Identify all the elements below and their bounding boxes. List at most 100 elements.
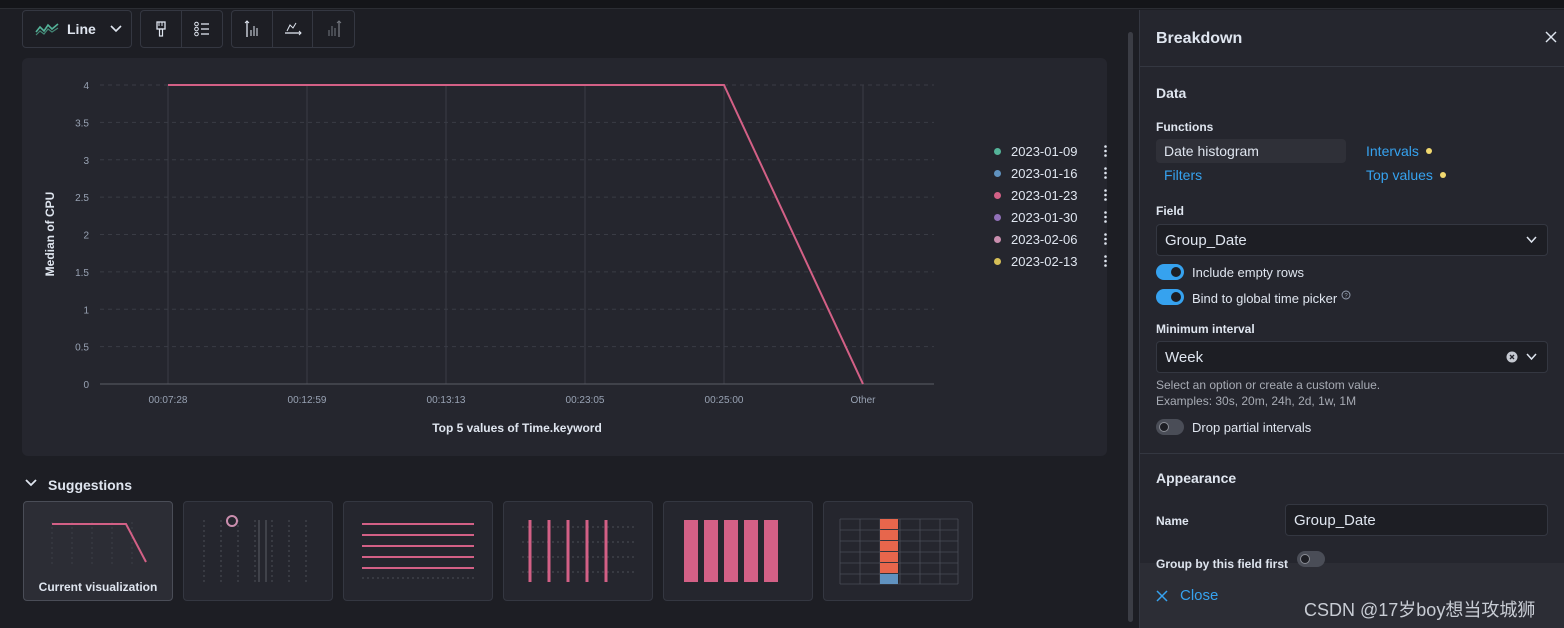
data-section-title: Data [1156, 85, 1187, 101]
legend-icon [193, 21, 209, 37]
y-tick-label: 3.5 [75, 118, 89, 129]
warning-dot-icon [1439, 172, 1446, 178]
x-tick-label: 00:23:05 [566, 395, 605, 406]
more-options-icon[interactable] [1104, 211, 1107, 223]
x-axis-title: Top 5 values of Time.keyword [432, 421, 602, 435]
legend-dot [994, 147, 1001, 155]
function-top-values[interactable]: Top values [1366, 167, 1446, 183]
toggle-knob [1171, 267, 1181, 277]
legend-item[interactable]: 2023-01-30 [992, 208, 1112, 226]
bind-global-time-text: Bind to global time picker [1192, 291, 1338, 306]
more-options-icon[interactable] [1104, 189, 1107, 201]
vertical-bar-thumbnail [522, 520, 634, 582]
bottom-axis-button[interactable] [273, 11, 314, 47]
y-tick-label: 3 [83, 156, 89, 167]
legend-button[interactable] [182, 11, 223, 47]
series-line [168, 84, 864, 385]
function-date-histogram[interactable]: Date histogram [1156, 139, 1346, 163]
line-chart: 0 0.5 1 1.5 2 2.5 3 3.5 4 00:07:28 00:12:59 00:13:1… [43, 81, 934, 435]
x-tick-label: 00:25:00 [705, 395, 744, 406]
left-axis-button[interactable] [232, 11, 273, 47]
more-options-icon[interactable] [1104, 145, 1107, 157]
scrollbar[interactable] [1128, 32, 1133, 622]
legend-item[interactable]: 2023-02-06 [992, 230, 1112, 248]
visual-options-button[interactable] [141, 11, 182, 47]
scatter-thumbnail [203, 515, 307, 582]
chart-type-label: Line [67, 21, 96, 37]
name-input[interactable]: Group_Date [1285, 504, 1548, 536]
min-interval-combobox[interactable]: Week [1156, 341, 1548, 373]
svg-text:?: ? [1345, 293, 1349, 299]
horizontal-bar-thumbnail [362, 523, 474, 579]
heatmap-thumbnail [839, 518, 959, 585]
legend-label: 2023-01-16 [1011, 165, 1078, 181]
line-chart-icon [35, 23, 59, 36]
suggestion-current-visualization[interactable]: Current visualization [23, 501, 173, 601]
more-options-icon[interactable] [1104, 233, 1107, 245]
style-toolbar-group [140, 10, 223, 48]
current-visualization-label: Current visualization [38, 580, 158, 594]
toggle-knob [1300, 554, 1310, 564]
y-tick-label: 1 [83, 305, 89, 316]
suggestions-title[interactable]: Suggestions [48, 477, 133, 493]
legend-dot [994, 235, 1001, 243]
y-tick-label: 0.5 [75, 343, 89, 354]
drop-partial-intervals-label: Drop partial intervals [1192, 420, 1312, 435]
more-options-icon[interactable] [1104, 255, 1107, 267]
field-value: Group_Date [1165, 232, 1247, 249]
top-values-label: Top values [1366, 167, 1433, 183]
x-tick-label: 00:13:13 [427, 395, 466, 406]
field-label: Field [1156, 204, 1185, 218]
watermark: CSDN @17岁boy想当攻城狮 [1304, 600, 1536, 620]
field-select[interactable]: Group_Date [1156, 224, 1548, 256]
y-axis-title: Median of CPU [43, 192, 57, 277]
chart-type-dropdown[interactable]: Line [22, 10, 132, 48]
legend-dot [994, 169, 1001, 177]
legend-item[interactable]: 2023-02-13 [992, 252, 1112, 270]
breakdown-flyout: Breakdown Data Functions Date histogram … [1139, 10, 1564, 628]
suggestion-card[interactable] [183, 501, 333, 601]
legend-label: 2023-02-06 [1011, 231, 1078, 247]
close-label: Close [1180, 587, 1219, 604]
legend-item[interactable]: 2023-01-16 [992, 164, 1112, 182]
toggle-knob [1171, 292, 1181, 302]
left-axis-icon [244, 20, 258, 37]
more-options-icon[interactable] [1104, 167, 1107, 179]
clear-icon[interactable] [1506, 351, 1518, 363]
x-tick-label: 00:12:59 [288, 395, 327, 406]
help-text-line1: Select an option or create a custom valu… [1156, 378, 1381, 392]
right-axis-button[interactable] [313, 11, 354, 47]
axis-toolbar-group [231, 10, 355, 48]
appearance-section-title: Appearance [1156, 470, 1237, 486]
chevron-down-icon[interactable] [24, 478, 38, 488]
y-tick-label: 2 [83, 231, 89, 242]
name-label: Name [1156, 514, 1189, 528]
close-button[interactable]: Close [1156, 587, 1218, 604]
chevron-down-icon[interactable] [1526, 353, 1537, 361]
function-intervals[interactable]: Intervals [1366, 143, 1432, 159]
suggestion-card[interactable] [503, 501, 653, 601]
legend-item[interactable]: 2023-01-23 [992, 186, 1112, 204]
bind-global-time-toggle[interactable] [1156, 289, 1184, 305]
group-first-toggle[interactable] [1297, 551, 1325, 567]
help-text-line2: Examples: 30s, 20m, 24h, 2d, 1w, 1M [1156, 394, 1357, 408]
include-empty-rows-toggle[interactable] [1156, 264, 1184, 280]
suggestion-card[interactable] [823, 501, 973, 601]
suggestion-card[interactable] [343, 501, 493, 601]
legend-item[interactable]: 2023-01-09 [992, 142, 1112, 160]
line-thumbnail [51, 522, 147, 564]
drop-partial-intervals-toggle[interactable] [1156, 419, 1184, 435]
question-icon[interactable]: ? [1341, 290, 1351, 300]
chevron-down-icon [1526, 236, 1537, 244]
toggle-knob [1159, 422, 1169, 432]
function-filters[interactable]: Filters [1164, 167, 1203, 183]
x-tick-label: Other [850, 395, 876, 406]
chevron-down-icon [110, 25, 122, 33]
close-icon[interactable] [1544, 30, 1558, 44]
flyout-footer: Group by this field first Close [1140, 551, 1564, 628]
divider [1140, 453, 1564, 454]
suggestion-card[interactable] [663, 501, 813, 601]
name-value: Group_Date [1294, 512, 1376, 529]
warning-dot-icon [1425, 148, 1432, 154]
legend-label: 2023-02-13 [1011, 253, 1078, 269]
